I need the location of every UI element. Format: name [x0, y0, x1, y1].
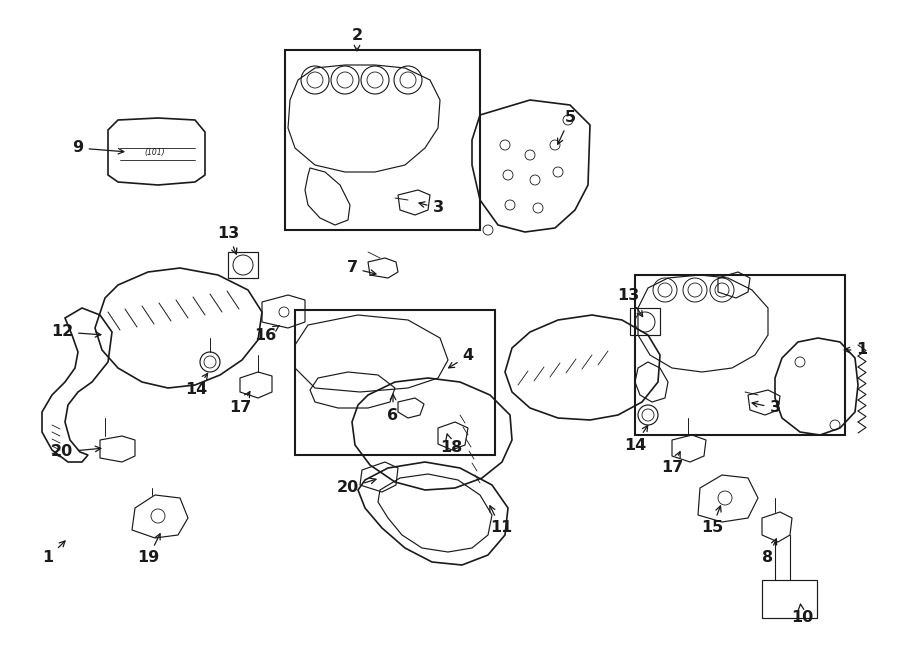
Bar: [295, 310, 495, 455]
Text: 10: 10: [791, 604, 813, 625]
Bar: [635, 275, 845, 435]
Text: 18: 18: [440, 434, 462, 455]
Text: 13: 13: [616, 288, 643, 317]
Text: 1: 1: [844, 342, 868, 358]
Text: 12: 12: [51, 325, 101, 340]
Text: 9: 9: [72, 141, 124, 155]
Text: 8: 8: [762, 539, 777, 566]
Text: 4: 4: [448, 348, 473, 368]
Text: 3: 3: [752, 401, 780, 416]
Text: 2: 2: [351, 28, 363, 51]
Text: 17: 17: [661, 451, 683, 475]
Text: (101): (101): [145, 149, 166, 157]
Text: 15: 15: [701, 506, 723, 535]
Text: 5: 5: [558, 110, 576, 144]
Text: 11: 11: [490, 506, 512, 535]
Text: 20: 20: [337, 479, 376, 496]
Text: 13: 13: [217, 227, 239, 254]
Text: 6: 6: [387, 394, 399, 422]
Text: 3: 3: [419, 200, 444, 215]
Text: 1: 1: [42, 541, 65, 566]
Text: 14: 14: [184, 373, 208, 397]
Text: 7: 7: [346, 260, 376, 276]
Text: 19: 19: [137, 533, 160, 566]
Bar: [285, 50, 480, 230]
Text: 16: 16: [254, 326, 279, 342]
Text: 17: 17: [229, 391, 251, 416]
Text: 14: 14: [624, 426, 648, 453]
Text: 20: 20: [51, 444, 101, 459]
Bar: [762, 580, 817, 618]
